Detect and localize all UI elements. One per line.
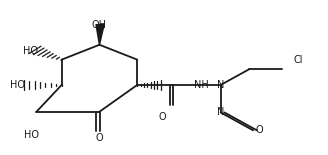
Text: HO: HO [23,46,38,56]
Text: O: O [159,112,166,122]
Text: N: N [217,80,224,90]
Text: HO: HO [10,80,26,90]
Polygon shape [96,25,104,45]
Text: HO: HO [24,130,39,140]
Text: O: O [255,125,263,135]
Text: Cl: Cl [293,55,303,65]
Text: N: N [217,107,224,117]
Text: OH: OH [92,20,107,30]
Text: NH: NH [194,80,209,90]
Text: O: O [96,133,103,143]
